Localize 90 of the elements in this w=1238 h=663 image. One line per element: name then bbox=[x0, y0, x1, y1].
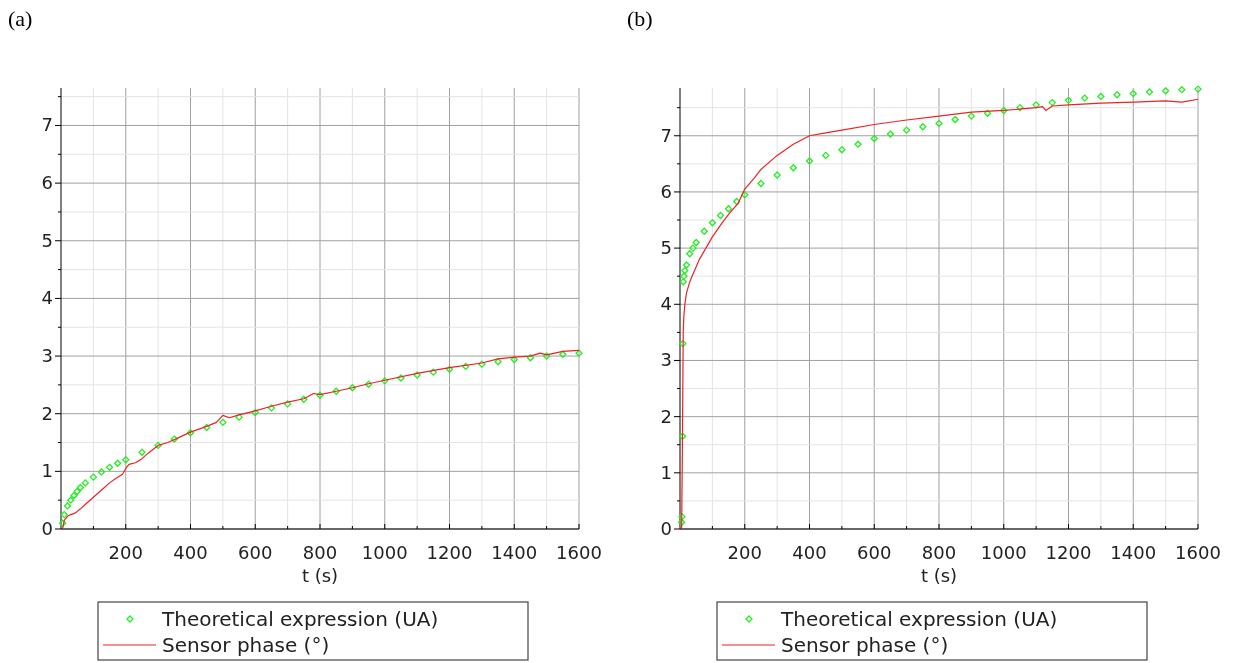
legend-label: Theoretical expression (UA) bbox=[161, 607, 439, 631]
y-tick-label: 0 bbox=[41, 518, 53, 539]
y-tick-label: 7 bbox=[660, 124, 672, 146]
point bbox=[60, 510, 68, 519]
point bbox=[1178, 86, 1186, 94]
point bbox=[1081, 94, 1089, 102]
x-tick-label: 200 bbox=[108, 542, 143, 563]
point bbox=[1113, 91, 1121, 99]
x-tick-label: 1000 bbox=[980, 542, 1027, 563]
x-tick-label: 600 bbox=[857, 542, 892, 563]
x-axis-title: t (s) bbox=[920, 565, 958, 586]
x-tick-label: 1400 bbox=[491, 542, 538, 563]
x-tick-label: 1200 bbox=[1045, 542, 1092, 563]
point bbox=[757, 179, 765, 188]
y-tick-label: 4 bbox=[660, 293, 672, 315]
chart-title: (b) bbox=[627, 6, 653, 31]
x-tick-label: 1400 bbox=[1110, 542, 1157, 563]
x-tick-label: 400 bbox=[173, 542, 208, 563]
point bbox=[1048, 98, 1056, 107]
point bbox=[1097, 92, 1105, 101]
point bbox=[510, 355, 518, 364]
legend-label: Theoretical expression (UA) bbox=[780, 607, 1058, 631]
point bbox=[1129, 89, 1137, 98]
point bbox=[983, 109, 992, 117]
y-tick-label: 3 bbox=[660, 349, 672, 371]
y-tick-label: 0 bbox=[660, 518, 672, 539]
x-tick-label: 1600 bbox=[1175, 542, 1221, 563]
x-tick-label: 1000 bbox=[361, 542, 408, 563]
legend-label: Sensor phase (°) bbox=[162, 633, 330, 657]
point bbox=[1194, 85, 1202, 93]
point bbox=[967, 112, 976, 120]
point bbox=[886, 130, 895, 138]
point bbox=[678, 432, 687, 440]
y-tick-label: 2 bbox=[41, 402, 53, 424]
point bbox=[724, 205, 733, 213]
point bbox=[154, 441, 162, 450]
point bbox=[575, 349, 583, 357]
x-tick-label: 1200 bbox=[426, 542, 473, 563]
point bbox=[708, 219, 717, 227]
point bbox=[364, 380, 373, 388]
point bbox=[870, 134, 878, 143]
point bbox=[70, 491, 78, 500]
point bbox=[81, 479, 89, 487]
chart-title: (a) bbox=[8, 6, 33, 31]
x-tick-label: 1600 bbox=[556, 542, 602, 563]
y-tick-label: 3 bbox=[41, 345, 53, 367]
y-tick-label: 6 bbox=[660, 180, 672, 202]
point bbox=[822, 151, 830, 160]
x-axis-title: t (s) bbox=[301, 565, 339, 586]
y-tick-label: 7 bbox=[41, 114, 53, 136]
point bbox=[1161, 87, 1170, 95]
y-tick-label: 1 bbox=[41, 460, 53, 482]
point bbox=[682, 261, 691, 269]
point bbox=[67, 496, 75, 504]
point bbox=[105, 463, 114, 471]
point bbox=[542, 352, 551, 360]
point bbox=[1145, 88, 1154, 96]
x-tick-label: 800 bbox=[921, 542, 957, 563]
point bbox=[73, 487, 81, 496]
x-tick-label: 800 bbox=[302, 542, 338, 563]
y-tick-label: 6 bbox=[41, 172, 53, 194]
point bbox=[681, 266, 689, 275]
legend-label: Sensor phase (°) bbox=[781, 633, 949, 657]
point bbox=[902, 126, 911, 134]
point bbox=[1064, 96, 1073, 105]
point bbox=[170, 435, 178, 443]
point bbox=[935, 119, 943, 128]
point bbox=[97, 468, 106, 476]
x-tick-label: 600 bbox=[238, 542, 273, 563]
y-tick-label: 5 bbox=[660, 237, 672, 259]
point bbox=[138, 448, 146, 456]
point bbox=[63, 502, 72, 510]
point bbox=[678, 512, 686, 521]
y-tick-label: 1 bbox=[660, 461, 672, 483]
point bbox=[559, 350, 567, 358]
point bbox=[692, 238, 700, 247]
x-tick-label: 400 bbox=[792, 542, 827, 563]
point bbox=[951, 115, 959, 124]
y-tick-label: 2 bbox=[660, 405, 672, 427]
y-tick-label: 4 bbox=[41, 287, 53, 309]
point bbox=[805, 157, 814, 165]
point bbox=[1000, 106, 1008, 115]
point bbox=[89, 473, 98, 481]
point bbox=[219, 418, 227, 426]
point bbox=[838, 146, 846, 154]
point bbox=[854, 140, 862, 148]
x-tick-label: 200 bbox=[727, 542, 762, 563]
point bbox=[316, 391, 324, 399]
point bbox=[235, 413, 243, 421]
y-tick-label: 5 bbox=[41, 229, 53, 251]
